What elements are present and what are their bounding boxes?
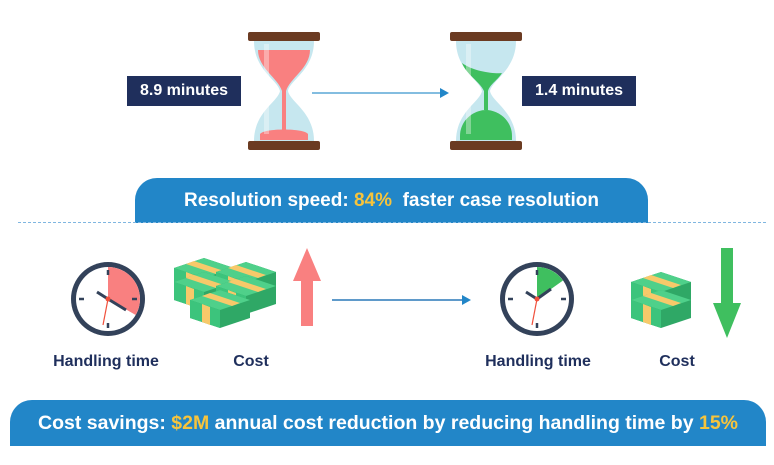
before-cost-label: Cost [233, 353, 269, 370]
banner-highlight: 84% [353, 189, 392, 211]
hourglass-red-icon [248, 32, 320, 150]
clock-red-icon [71, 262, 145, 336]
clock-green-icon [500, 262, 574, 336]
cost-savings-banner: Cost savings: $2M annual cost reduction … [10, 400, 766, 446]
arrow-right-icon [332, 295, 471, 305]
arrow-right-icon [312, 88, 449, 98]
section-divider [18, 222, 766, 223]
banner-highlight-percent: 15% [698, 411, 738, 434]
banner-prefix: Resolution speed: [184, 189, 349, 211]
resolution-speed-banner: Resolution speed: 84% faster case resolu… [135, 178, 648, 223]
before-time-label: 8.9 minutes [127, 76, 241, 106]
money-stack-small-icon [631, 272, 691, 328]
before-handling-time-label: Handling time [53, 353, 159, 370]
arrow-up-red-icon [293, 248, 321, 326]
arrow-down-green-icon [713, 248, 741, 338]
banner-middle: annual cost reduction by reducing handli… [214, 411, 694, 434]
banner-suffix: faster case resolution [402, 189, 599, 211]
money-stacks-large-icon [174, 258, 276, 328]
after-handling-time-label: Handling time [485, 353, 591, 370]
banner-prefix: Cost savings: [38, 411, 166, 434]
after-cost-label: Cost [659, 353, 695, 370]
hourglass-green-icon [450, 32, 522, 150]
after-time-label: 1.4 minutes [522, 76, 636, 106]
banner-highlight-amount: $2M [171, 411, 210, 434]
